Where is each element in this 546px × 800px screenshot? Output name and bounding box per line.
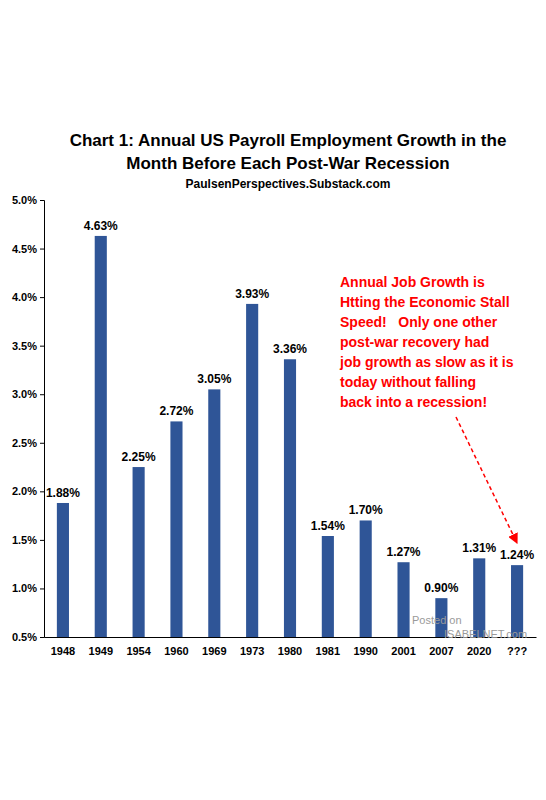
- y-tick: 4.0%: [12, 291, 44, 303]
- y-tick-mark: [40, 394, 44, 395]
- y-tick-label: 0.5%: [12, 631, 37, 643]
- watermark: ISABELNET.com: [444, 628, 527, 640]
- annotation: post-war recovery had: [340, 334, 489, 350]
- data-label: 1.27%: [387, 545, 421, 559]
- y-tick-label: 1.5%: [12, 534, 37, 546]
- x-tick: 1973: [240, 637, 264, 657]
- x-tick: 2001: [391, 637, 415, 657]
- y-axis: 0.5% 1.0% 1.5% 2.0% 2.5% 3.0% 3.5% 4.0% 4.5% 5.0%: [12, 194, 45, 643]
- chart: Chart 1: Annual US Payroll Employment Gr…: [0, 0, 546, 800]
- y-tick-label: 1.0%: [12, 582, 37, 594]
- y-tick: 3.0%: [12, 388, 44, 400]
- x-tick: 1948: [51, 637, 75, 657]
- data-label: 1.88%: [46, 486, 80, 500]
- bar: [246, 304, 258, 637]
- data-label: 1.70%: [349, 503, 383, 517]
- annotation: back into a recession!: [340, 394, 487, 410]
- x-tick: 1980: [278, 637, 302, 657]
- x-tick-label: 1990: [353, 645, 377, 657]
- data-label: 3.93%: [235, 287, 269, 301]
- annotation: Speed! Only one other: [340, 314, 498, 330]
- y-tick-mark: [40, 540, 44, 541]
- y-tick: 1.5%: [12, 534, 44, 546]
- x-tick-label: 1954: [126, 645, 151, 657]
- x-tick: 1960: [164, 637, 188, 657]
- y-tick-label: 2.5%: [12, 437, 37, 449]
- x-tick-label: 1969: [202, 645, 226, 657]
- bar: [133, 467, 145, 637]
- y-axis-line: [40, 201, 45, 638]
- bar: [397, 562, 409, 637]
- title: Month Before Each Post-War Recession: [126, 154, 449, 173]
- title: Chart 1: Annual US Payroll Employment Gr…: [70, 131, 507, 150]
- subtitle: PaulsenPerspectives.Substack.com: [186, 177, 391, 191]
- data-label: 2.25%: [122, 450, 156, 464]
- y-tick: 3.5%: [12, 340, 44, 352]
- annotation: job growth as slow as it is: [339, 354, 514, 370]
- bar: [208, 389, 220, 637]
- y-tick: 0.5%: [12, 631, 44, 643]
- data-label: 0.90%: [424, 581, 458, 595]
- bar: [473, 558, 485, 637]
- y-tick: 2.0%: [12, 485, 44, 497]
- x-tick-label: 1980: [278, 645, 302, 657]
- annotation: today without falling: [340, 374, 476, 390]
- data-label: 1.31%: [462, 541, 496, 555]
- bar: [360, 520, 372, 637]
- bar: [511, 565, 523, 637]
- x-tick-label: 2020: [467, 645, 491, 657]
- x-tick-label: 1949: [89, 645, 113, 657]
- data-label: 1.24%: [500, 548, 534, 562]
- y-tick-mark: [40, 443, 44, 444]
- watermark: Posted on: [412, 614, 462, 626]
- x-tick-label: 2007: [429, 645, 453, 657]
- y-tick: 2.5%: [12, 437, 44, 449]
- bar: [95, 236, 107, 637]
- y-tick: 1.0%: [12, 582, 44, 594]
- x-tick-label: 1973: [240, 645, 264, 657]
- data-label: 1.54%: [311, 519, 345, 533]
- data-label: 3.36%: [273, 342, 307, 356]
- data-label: 4.63%: [84, 219, 118, 233]
- x-tick-label: 1981: [316, 645, 340, 657]
- bar: [284, 359, 296, 637]
- y-tick-label: 5.0%: [12, 194, 37, 206]
- y-tick-mark: [40, 588, 44, 589]
- bars: [57, 236, 523, 637]
- y-tick-label: 3.5%: [12, 340, 37, 352]
- annotation-arrow: [456, 417, 517, 543]
- x-tick: 1981: [316, 637, 340, 657]
- y-tick: 4.5%: [12, 243, 44, 255]
- y-tick-mark: [40, 200, 44, 201]
- x-tick: 1969: [202, 637, 226, 657]
- y-tick-mark: [40, 249, 44, 250]
- data-labels: 1.88% 4.63% 2.25% 2.72% 3.05% 3.93% 3.36% 1.54%…: [46, 219, 535, 595]
- x-tick-label: 2001: [391, 645, 415, 657]
- x-tick-label: ???: [507, 645, 527, 657]
- bar: [57, 503, 69, 637]
- y-tick-mark: [40, 491, 44, 492]
- y-tick: 5.0%: [12, 194, 44, 206]
- y-tick-label: 4.5%: [12, 243, 37, 255]
- y-tick-label: 2.0%: [12, 485, 37, 497]
- y-tick-mark: [40, 637, 44, 638]
- annotation: Htting the Economic Stall: [340, 294, 510, 310]
- x-tick: 1954: [126, 637, 151, 657]
- y-tick-label: 4.0%: [12, 291, 37, 303]
- annotation: Annual Job Growth is: [340, 274, 485, 290]
- x-tick-label: 1948: [51, 645, 75, 657]
- y-tick-mark: [40, 297, 44, 298]
- bar: [170, 421, 182, 637]
- x-tick-label: 1960: [164, 645, 188, 657]
- y-tick-mark: [40, 346, 44, 347]
- data-label: 2.72%: [159, 404, 193, 418]
- x-tick: 1949: [89, 637, 113, 657]
- data-label: 3.05%: [197, 372, 231, 386]
- x-tick: 1990: [353, 637, 377, 657]
- bar: [322, 536, 334, 637]
- y-tick-label: 3.0%: [12, 388, 37, 400]
